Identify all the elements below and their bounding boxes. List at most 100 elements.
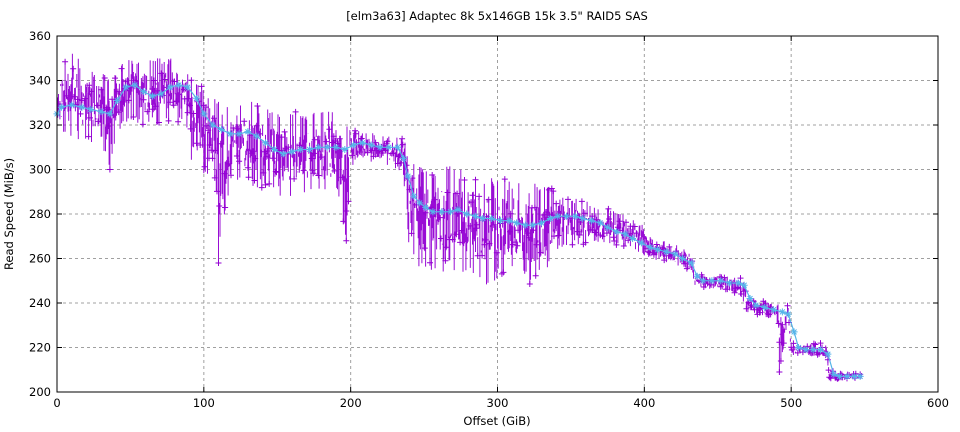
raw-series [56,53,864,382]
star-marker [297,145,305,153]
smoothed-point [784,310,792,318]
smoothed-point [226,130,234,138]
smoothed-point [708,277,716,285]
star-marker [488,214,496,222]
star-marker [471,212,479,220]
smoothed-point [131,81,139,89]
star-marker [106,110,114,118]
smoothed-point [217,125,225,133]
x-tick-label: 400 [633,396,655,410]
smoothed-point [404,172,412,180]
smoothed-point [140,88,148,96]
star-marker [746,295,754,303]
star-marker [621,230,629,238]
star-marker [253,132,261,140]
star-marker [699,277,707,285]
y-tick-label: 300 [29,163,51,177]
star-marker [175,81,183,89]
smoothed-point [587,217,595,225]
star-marker [679,255,687,262]
smoothed-point [314,143,322,151]
smoothed-point [563,212,571,220]
star-marker [529,221,537,229]
star-marker [184,83,192,91]
smoothed-point [809,346,817,354]
smoothed-point [843,372,851,380]
star-marker [463,210,471,218]
smoothed-point [253,132,261,140]
star-marker [836,372,844,380]
star-marker [671,250,679,258]
smoothed-point [454,206,462,214]
star-marker [217,125,225,133]
smoothed-point [235,130,243,138]
star-marker [654,246,662,254]
smoothed-point [57,103,65,111]
star-marker [97,108,105,116]
star-marker [830,370,838,378]
smoothed-point [200,110,208,118]
star-marker [416,199,424,207]
smoothed-point [471,212,479,220]
star-marker [479,214,487,222]
star-marker [148,92,156,100]
star-marker [790,328,798,336]
smoothed-point [358,139,366,147]
smoothed-point [693,272,701,280]
star-marker [587,217,595,225]
smoothed-point [306,145,314,153]
star-marker [717,277,725,285]
y-tick-label: 360 [29,29,51,43]
smoothed-point [175,81,183,89]
smoothed-point [479,214,487,222]
smoothed-point [554,212,562,220]
star-marker [505,217,513,225]
smoothed-point [157,90,165,98]
smoothed-point [400,154,408,162]
smoothed-point [621,230,629,238]
star-marker [809,346,817,354]
star-marker [784,310,792,318]
smoothed-point [795,344,803,351]
axis-ticks [56,35,939,393]
smoothed-point [824,350,832,358]
star-marker [596,219,604,227]
smoothed-point [579,214,587,222]
star-marker [817,346,825,354]
x-tick-labels: 0 100 200 300 400 500 600 [53,396,949,410]
smoothed-point [496,217,504,225]
star-marker [262,139,270,147]
star-marker [122,83,130,91]
y-tick-label: 340 [29,74,51,88]
raw-point-markers [56,58,864,382]
smoothed-point [429,208,437,216]
star-marker [113,97,121,105]
y-tick-label: 220 [29,341,51,355]
star-marker [279,150,287,158]
y-tick-label: 240 [29,296,51,310]
star-marker [752,301,760,309]
x-tick-label: 100 [193,396,215,410]
star-marker [538,219,546,227]
x-tick-label: 500 [780,396,802,410]
star-marker [802,346,810,354]
smoothed-point [505,217,513,225]
star-marker [496,217,504,225]
star-marker [166,83,174,91]
smoothed-point [699,277,707,285]
smoothed-point [571,212,579,220]
star-marker [554,212,562,220]
smoothed-point [817,346,825,354]
star-marker [546,214,554,222]
star-marker [87,105,95,113]
smoothed-point [790,328,798,336]
smoothed-point [850,372,858,380]
star-marker [843,372,851,380]
smoothed-series [53,81,864,380]
y-tick-label: 260 [29,252,51,266]
star-marker [850,372,858,380]
star-marker [778,308,786,316]
smoothed-point [734,279,742,287]
y-tick-label: 320 [29,118,51,132]
star-marker [761,303,769,311]
